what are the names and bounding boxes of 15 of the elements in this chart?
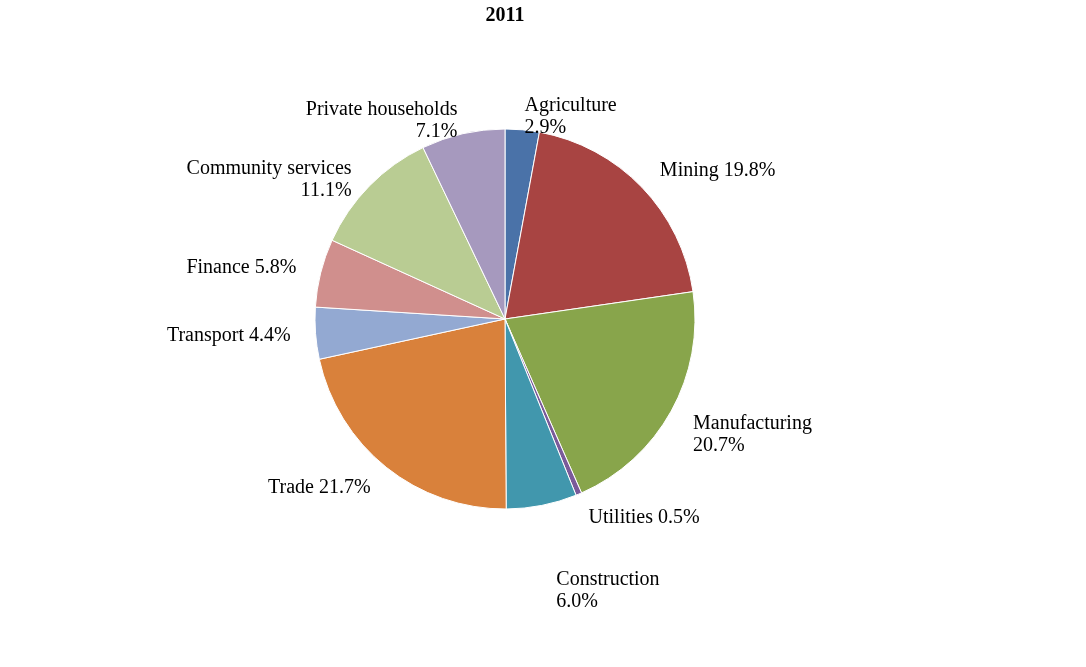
slice-label: Transport 4.4%: [166, 323, 291, 347]
data-label: 11.1%: [300, 178, 352, 201]
slice-label: Utilities 0.5%: [588, 505, 700, 528]
chart-title: 2011: [485, 3, 525, 25]
slice-label: Trade 21.7%: [267, 474, 371, 497]
slice-label: Construction: [556, 566, 660, 589]
slice-label: Manufacturing: [693, 411, 812, 435]
slice-label: Mining 19.8%: [659, 157, 776, 181]
slice-label: Finance 5.8%: [186, 254, 297, 277]
data-label: 20.7%: [693, 433, 745, 456]
slice-label: Agriculture: [524, 92, 617, 116]
data-label: 6.0%: [556, 588, 598, 611]
data-label: 7.1%: [415, 119, 458, 142]
slice-label: Community services: [186, 156, 352, 180]
slice-label: Private households: [305, 97, 458, 120]
